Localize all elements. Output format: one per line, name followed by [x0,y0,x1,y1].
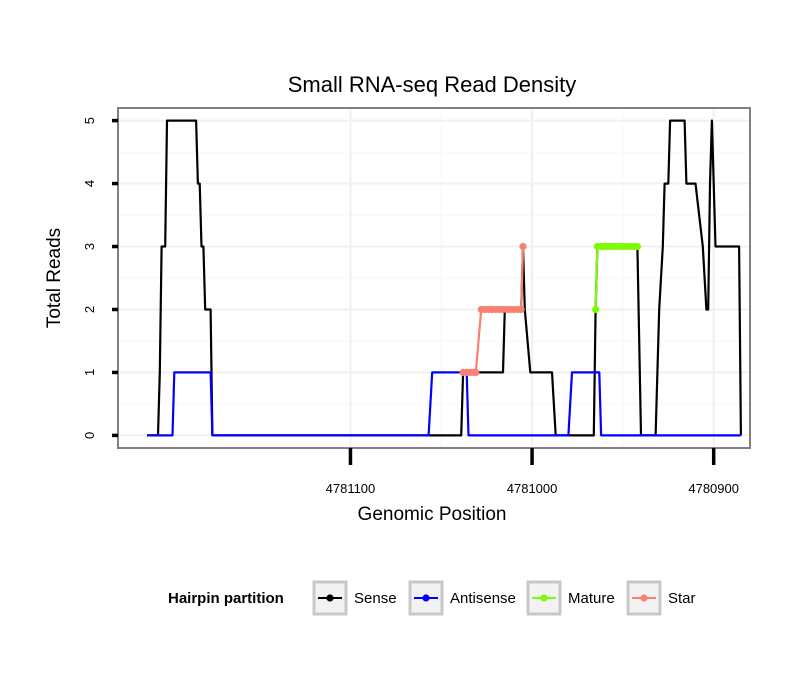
legend-label-star: Star [668,590,696,607]
data-point-star [519,242,527,251]
data-point-mature [633,242,642,251]
x-axis-title: Genomic Position [358,504,507,525]
chart-title: Small RNA-seq Read Density [288,72,577,97]
series-antisense [147,371,741,437]
legend-title: Hairpin partition [168,590,284,607]
y-tick-label: 4 [82,180,97,187]
data-point-star [472,368,480,376]
y-tick-label: 5 [82,117,97,124]
series-line-antisense [147,371,741,437]
series-line-sense [147,119,742,437]
legend-point-sense [326,594,334,602]
y-tick-label: 3 [82,243,97,250]
legend: Hairpin partition Sense Antisense Mature St… [168,580,696,616]
legend-point-mature [540,594,548,602]
x-tick-label: 4781000 [507,481,558,496]
y-tick-label: 2 [82,306,97,313]
x-tick-label: 4780900 [688,481,739,496]
x-tick-label: 4781100 [326,481,376,496]
data-point-star [517,305,525,314]
legend-label-mature: Mature [568,590,615,607]
y-axis-title: Total Reads [44,228,65,328]
axes: 0 1 2 3 4 5 4781100 4781000 4780900 [82,117,739,496]
y-tick-label: 1 [82,369,97,376]
y-tick-label: 0 [82,432,97,439]
series-sense [147,119,742,437]
series-layer [147,119,742,437]
legend-label-antisense: Antisense [450,590,516,607]
legend-point-antisense [422,594,430,602]
series-mature [592,242,642,314]
series-star [459,242,527,376]
plot-border [117,107,751,449]
data-point-mature [592,305,600,314]
legend-point-star [640,594,648,602]
legend-label-sense: Sense [354,590,397,607]
